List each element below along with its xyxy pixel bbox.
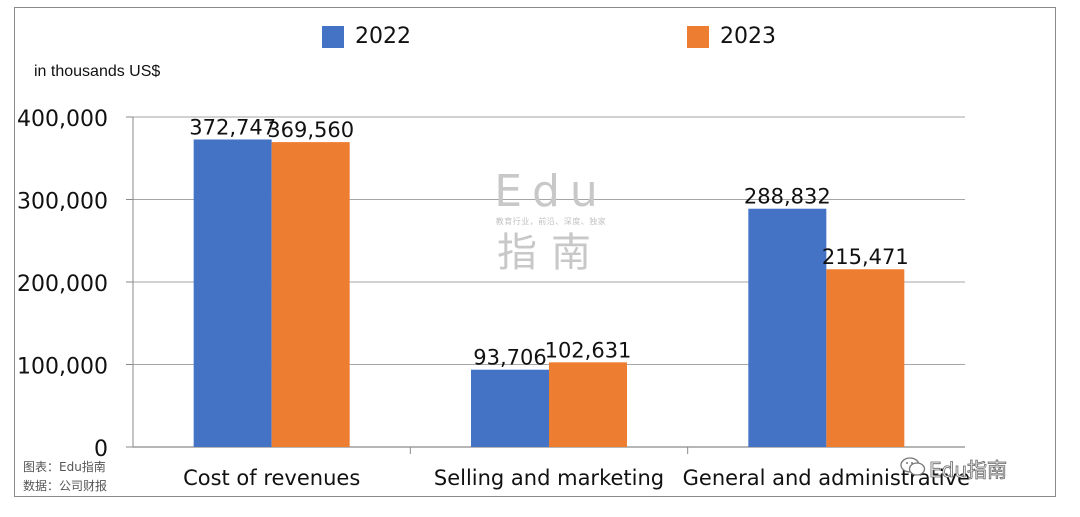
- legend-label-2023: 2023: [720, 24, 776, 49]
- watermark-tagline: 教育行业，前沿、深度、独家: [495, 217, 607, 226]
- bar-chart: 0 100,000 200,000 300,000 400,000 372,747369,…: [17, 107, 970, 490]
- bar-2022-1: [471, 369, 549, 447]
- watermark-cn-text: 指南: [497, 230, 605, 276]
- y-tick-label: 200,000: [17, 272, 108, 297]
- x-category-label: Cost of revenues: [183, 466, 360, 490]
- legend-label-2022: 2022: [355, 24, 411, 49]
- data-label: 102,631: [545, 338, 632, 362]
- watermark: Edu 教育行业，前沿、深度、独家 指南: [476, 169, 626, 277]
- source-data-credit: 数据：公司财报: [23, 479, 108, 493]
- data-label: 369,560: [267, 118, 354, 142]
- bar-2022-2: [748, 208, 827, 447]
- data-label: 372,747: [189, 115, 276, 139]
- y-tick-label: 300,000: [17, 190, 108, 215]
- chart-frame: 0 100,000 200,000 300,000 400,000 372,747 369,…: [14, 7, 1056, 497]
- data-label: 215,471: [822, 245, 909, 269]
- data-label: 93,706: [473, 346, 546, 370]
- y-axis-unit-label: in thousands US$: [34, 63, 161, 80]
- y-tick-label: 100,000: [17, 355, 108, 380]
- legend-swatch-2023: [687, 26, 709, 48]
- y-tick-label: 0: [94, 437, 108, 462]
- bar-2023-1: [549, 362, 627, 447]
- source-chart-credit: 图表：Edu指南: [23, 460, 106, 474]
- data-label: 288,832: [744, 185, 831, 209]
- brand-watermark: Edu指南: [929, 458, 1008, 483]
- watermark-logo-text: Edu: [494, 166, 608, 217]
- wechat-icon: [900, 457, 926, 476]
- x-category-label: Selling and marketing: [434, 466, 664, 490]
- bar-2023-0: [271, 142, 350, 447]
- bar-2023-2: [826, 269, 905, 447]
- legend-swatch-2022: [322, 26, 344, 48]
- y-tick-label: 400,000: [17, 107, 108, 132]
- bar-2022-0: [193, 139, 272, 448]
